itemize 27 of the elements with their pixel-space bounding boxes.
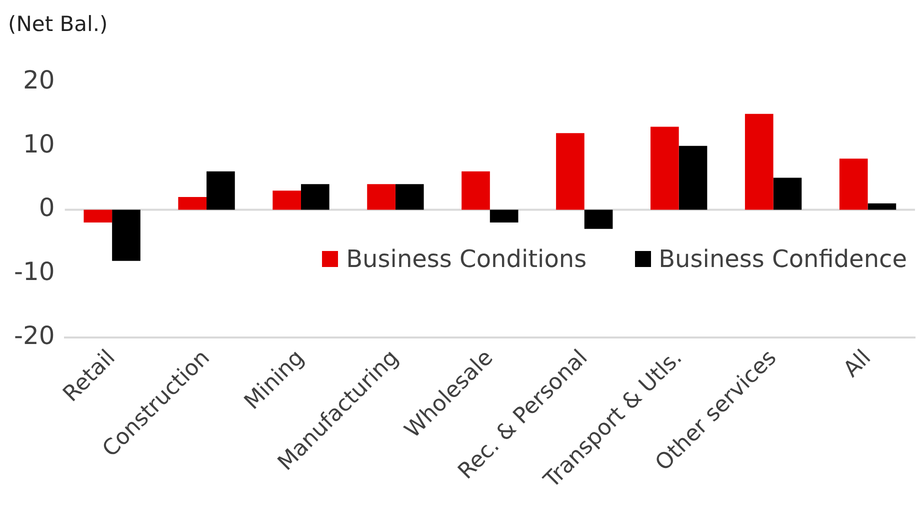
y-tick-label: 10 [23, 129, 55, 158]
bar [678, 146, 708, 210]
bar [367, 184, 396, 210]
legend-label: Business Confidence [658, 245, 907, 274]
bar [206, 171, 235, 210]
bar [112, 210, 140, 261]
x-tick-label: All [839, 345, 876, 382]
bar [84, 210, 112, 222]
legend-label: Business Conditions [346, 245, 587, 274]
y-axis-title: (Net Bal.) [8, 12, 108, 36]
y-tick-label: 20 [23, 66, 55, 94]
y-tick-label: -10 [14, 257, 55, 286]
bar [868, 203, 896, 210]
bar [773, 178, 802, 210]
y-tick-label: 0 [38, 193, 55, 222]
bar [395, 184, 424, 210]
bar [556, 133, 584, 210]
bar [839, 158, 868, 210]
bar [744, 114, 774, 210]
bar [584, 210, 613, 229]
bar [650, 126, 679, 210]
bar [462, 171, 490, 210]
y-tick-label: -20 [14, 320, 55, 350]
bar [272, 190, 301, 210]
bar [490, 210, 518, 222]
bar [178, 196, 207, 210]
bar [300, 184, 330, 210]
